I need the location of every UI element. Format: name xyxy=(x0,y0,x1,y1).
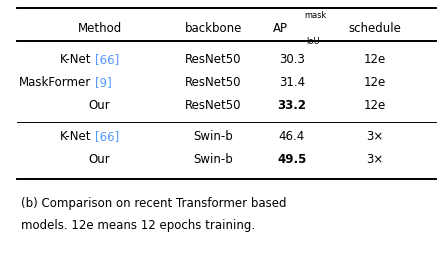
Text: mask: mask xyxy=(305,10,327,20)
Text: 3×: 3× xyxy=(366,130,384,143)
Text: MaskFormer: MaskFormer xyxy=(19,76,91,89)
Text: ResNet50: ResNet50 xyxy=(185,76,241,89)
Text: ResNet50: ResNet50 xyxy=(185,99,241,112)
Text: 30.3: 30.3 xyxy=(279,53,305,66)
Text: Swin-b: Swin-b xyxy=(193,130,233,143)
Text: schedule: schedule xyxy=(348,22,401,35)
Text: Method: Method xyxy=(78,22,122,35)
Text: 12e: 12e xyxy=(363,53,386,66)
Text: (b) Comparison on recent Transformer based: (b) Comparison on recent Transformer bas… xyxy=(21,197,287,210)
Text: K-Net: K-Net xyxy=(59,130,91,143)
Text: ResNet50: ResNet50 xyxy=(185,53,241,66)
Text: 31.4: 31.4 xyxy=(279,76,305,89)
Text: Swin-b: Swin-b xyxy=(193,153,233,166)
Text: Our: Our xyxy=(89,99,111,112)
Text: Our: Our xyxy=(89,153,111,166)
Text: [66]: [66] xyxy=(95,53,120,66)
Text: AP: AP xyxy=(273,22,287,35)
Text: K-Net: K-Net xyxy=(59,53,91,66)
Text: 12e: 12e xyxy=(363,99,386,112)
Text: models. 12e means 12 epochs training.: models. 12e means 12 epochs training. xyxy=(21,219,255,232)
Text: 46.4: 46.4 xyxy=(279,130,305,143)
Text: [9]: [9] xyxy=(95,76,112,89)
Text: 33.2: 33.2 xyxy=(277,99,306,112)
Text: backbone: backbone xyxy=(185,22,242,35)
Text: 49.5: 49.5 xyxy=(277,153,306,166)
Text: 12e: 12e xyxy=(363,76,386,89)
Text: 3×: 3× xyxy=(366,153,384,166)
Text: IoU: IoU xyxy=(306,37,319,46)
Text: [66]: [66] xyxy=(95,130,120,143)
